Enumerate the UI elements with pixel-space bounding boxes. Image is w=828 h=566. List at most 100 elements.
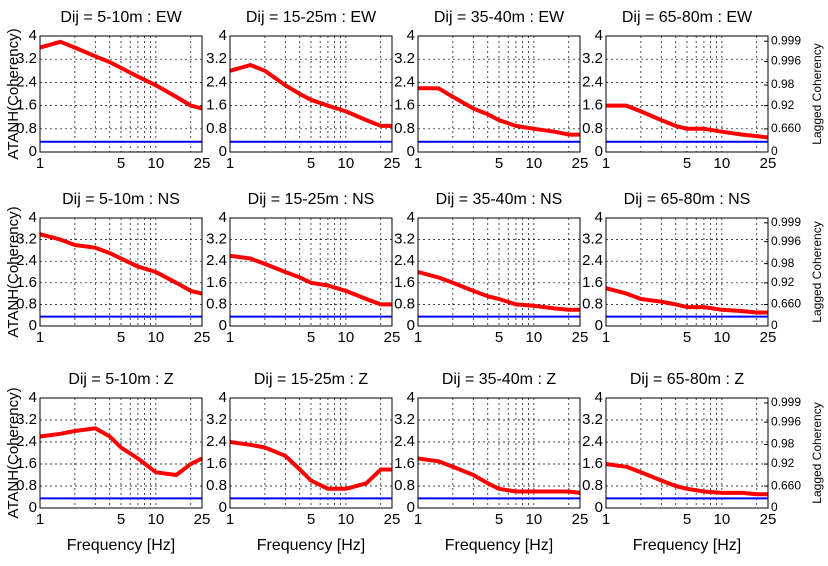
y-tick-label: 0.8 [394,295,415,312]
y2-tick-label: 0.999 [771,395,801,409]
y-tick-label: 2.4 [582,73,603,90]
series-line [605,286,768,315]
y-tick-label: 0 [595,317,603,334]
plot-frame [417,35,581,153]
y-tick-label: 1.6 [582,455,603,472]
x-tick-label: 10 [714,511,731,528]
series-line [229,63,392,128]
panel-title: Dij = 15-25m : EW [246,9,377,26]
x-axis-label: Frequency [Hz] [67,537,175,554]
panel-title: Dij = 65-80m : Z [630,371,744,388]
y-tick-label: 0.8 [582,120,603,137]
y2-tick-label: 0.996 [771,414,801,428]
series-line [39,39,203,111]
y-tick-label: 3.2 [16,50,37,67]
y-tick-label: 2.4 [394,73,415,90]
panel: Dij = 15-25m : EW 0 0.8 1.6 2.4 3.2 4 1 5 10 25 [206,9,400,172]
y-tick-label: 1.6 [206,455,227,472]
x-tick-label: 25 [384,329,401,346]
y2-tick-label: 0.660 [771,297,801,311]
y2-axis-label: Lagged Coherency [810,402,824,503]
x-tick-label: 25 [194,511,211,528]
y-tick-label: 0.8 [582,477,603,494]
panel-title: Dij = 35-40m : Z [442,371,556,388]
y-tick-label: 4 [219,389,227,406]
panel-title: Dij = 65-80m : EW [622,9,753,26]
plot-frame [417,217,581,327]
y-tick-label: 0 [29,317,37,334]
y-tick-label: 4 [595,27,603,44]
y-tick-label: 0 [595,143,603,160]
y2-tick-label: 0.999 [771,33,801,47]
y-tick-label: 4 [29,27,37,44]
panel: Dij = 35-40m : NS 0 0.8 1.6 2.4 3.2 4 1 5 10 25 [394,191,588,346]
y2-axis-label: Lagged Coherency [810,43,824,144]
x-tick-label: 10 [148,511,165,528]
x-tick-label: 10 [526,511,543,528]
plot-frame [229,217,393,327]
x-tick-label: 10 [526,329,543,346]
y-tick-label: 3.2 [16,411,37,428]
y-tick-label: 0 [219,317,227,334]
y2-tick-label: 0.660 [771,121,801,135]
y-tick-label: 1.6 [206,274,227,291]
x-tick-label: 5 [117,329,125,346]
y-tick-label: 0.8 [394,477,415,494]
y-tick-label: 4 [219,209,227,226]
y-tick-label: 3.2 [206,411,227,428]
y-tick-label: 4 [407,209,415,226]
y-tick-label: 1.6 [16,455,37,472]
y-tick-label: 3.2 [394,50,415,67]
panel-title: Dij = 5-10m : Z [68,371,174,388]
plot-area [418,36,580,152]
x-tick-label: 1 [414,511,422,528]
y-tick-label: 0 [29,499,37,516]
y2-tick-label: 0.92 [771,456,795,470]
y2-tick-label: 0.98 [771,256,795,270]
x-tick-label: 25 [194,329,211,346]
x-tick-label: 5 [307,511,315,528]
panel: Dij = 5-10m : EW 0 0.8 1.6 2.4 3.2 4 1 5 10 25 ATAN… [5,9,210,172]
x-tick-label: 10 [148,155,165,172]
y-axis-label: ATANH(Coherency) [5,28,22,159]
y-tick-label: 0 [407,317,415,334]
panel: Dij = 15-25m : NS 0 0.8 1.6 2.4 3.2 4 1 5 10 25 [206,191,400,346]
y2-axis-label: Lagged Coherency [810,221,824,322]
plot-area [40,36,202,152]
y-axis-label: ATANH(Coherency) [5,206,22,337]
y-tick-label: 1.6 [206,97,227,114]
x-axis-label: Frequency [Hz] [633,537,741,554]
x-tick-label: 5 [495,155,503,172]
y-tick-label: 2.4 [394,433,415,450]
x-tick-label: 10 [148,329,165,346]
x-axis-label: Frequency [Hz] [445,537,553,554]
x-tick-label: 10 [714,329,731,346]
panel: Dij = 65-80m : Z00.81.62.43.241 5 10 2500.6… [582,371,824,554]
y-tick-label: 0.8 [206,120,227,137]
y-tick-label: 3.2 [394,231,415,248]
plot-area [230,36,392,152]
y2-tick-label: 0 [771,500,778,514]
y-tick-label: 4 [29,209,37,226]
plot-frame [605,397,769,509]
panel-title: Dij = 5-10m : NS [62,191,180,208]
y-tick-label: 0.8 [206,295,227,312]
panel-title: Dij = 65-80m : NS [624,191,751,208]
series-line [606,103,769,140]
y-tick-label: 2.4 [206,433,227,450]
y-tick-label: 0 [595,499,603,516]
x-tick-label: 5 [117,155,125,172]
y-tick-label: 0.8 [206,477,227,494]
y2-tick-label: 0 [771,144,778,158]
plot-frame [605,35,769,153]
panel-title: Dij = 15-25m : Z [254,371,368,388]
series-line [229,440,392,491]
x-tick-label: 1 [602,155,610,172]
y-tick-label: 1.6 [394,97,415,114]
y-tick-label: 1.6 [582,274,603,291]
y-tick-label: 4 [407,27,415,44]
x-tick-label: 5 [683,511,691,528]
x-tick-label: 25 [760,511,777,528]
